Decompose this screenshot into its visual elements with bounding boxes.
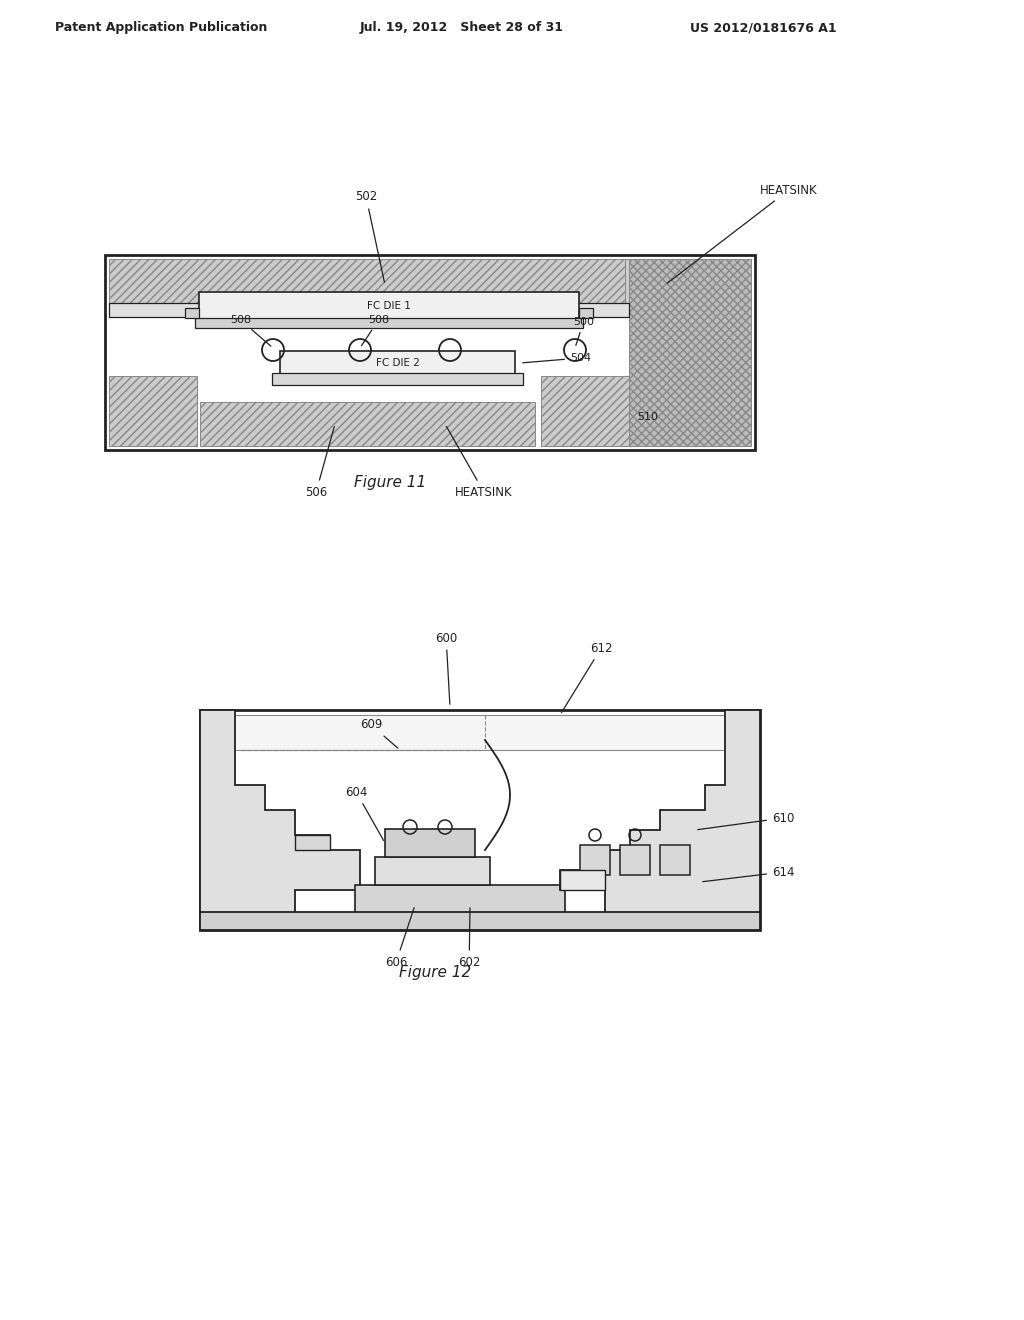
Text: FC DIE 2: FC DIE 2 [376,358,420,368]
Text: 506: 506 [305,426,334,499]
Text: 606: 606 [385,908,414,969]
Bar [295,836,330,850]
Text: US 2012/0181676 A1: US 2012/0181676 A1 [690,21,837,34]
Bar [200,912,760,931]
Bar [579,308,593,318]
Text: 600: 600 [435,631,458,705]
Bar [185,308,199,318]
Text: 610: 610 [697,812,795,830]
Bar [355,884,565,915]
Text: Jul. 19, 2012   Sheet 28 of 31: Jul. 19, 2012 Sheet 28 of 31 [360,21,564,34]
Bar [195,318,583,327]
Text: 604: 604 [345,785,384,841]
Bar [620,845,650,875]
Bar [541,376,629,446]
Text: 602: 602 [458,908,480,969]
Bar [660,845,690,875]
Text: Figure 12: Figure 12 [399,965,471,979]
Bar [105,255,755,450]
Text: 609: 609 [360,718,398,748]
Bar [629,259,751,446]
Bar [385,829,475,857]
Polygon shape [560,710,760,931]
Bar [560,870,605,890]
Text: 614: 614 [702,866,795,882]
Text: 508: 508 [361,315,389,346]
Bar [200,403,535,446]
Bar [109,259,629,305]
Bar [375,857,490,884]
Text: HEATSINK: HEATSINK [668,183,817,284]
Polygon shape [200,710,360,931]
Bar [272,374,523,385]
Bar [625,259,629,305]
Bar [199,292,579,319]
Text: FC DIE 1: FC DIE 1 [367,301,411,312]
Bar [205,715,755,750]
Text: 502: 502 [355,190,384,282]
Bar [109,304,629,317]
Text: 612: 612 [561,642,612,713]
Bar [109,376,197,446]
Bar [580,845,610,875]
Bar [200,710,760,931]
Text: 508: 508 [230,315,271,346]
Bar [280,351,515,375]
Text: 504: 504 [523,352,591,363]
Text: 510: 510 [637,412,658,422]
Text: Figure 11: Figure 11 [354,474,426,490]
Text: HEATSINK: HEATSINK [446,426,513,499]
Text: 500: 500 [573,317,594,346]
Text: Patent Application Publication: Patent Application Publication [55,21,267,34]
